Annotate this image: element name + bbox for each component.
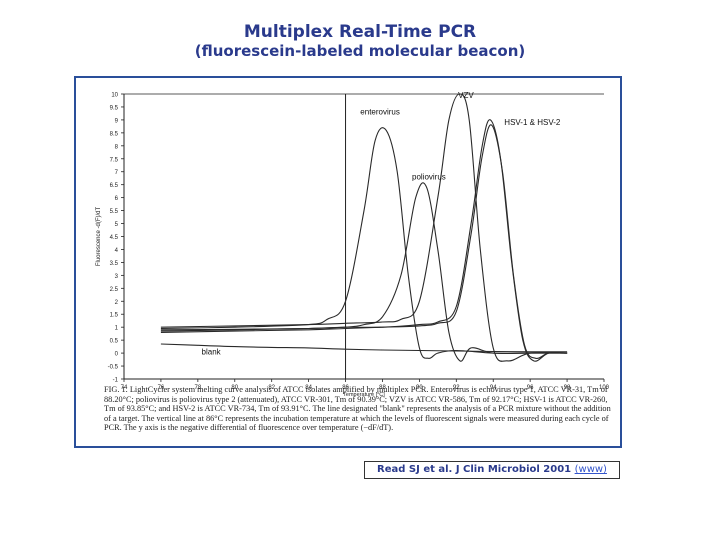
x-tick-label: 98: [564, 385, 571, 391]
y-axis-label: Fluorescence -d(F)/dT: [96, 206, 102, 266]
figure-caption: FIG. 1. LightCycler system melting curve…: [104, 385, 611, 433]
x-tick-label: 82: [268, 385, 275, 391]
y-tick-label: 2.5: [110, 287, 119, 293]
x-tick-label: 100: [599, 385, 610, 391]
y-tick-label: 1.5: [110, 313, 119, 319]
y-tick-label: 0: [115, 352, 119, 358]
citation-link[interactable]: (www): [574, 464, 607, 475]
x-tick-label: 76: [158, 385, 165, 391]
citation-text: Read SJ et al. J Clin Microbiol 2001: [377, 464, 572, 475]
y-tick-label: 4.5: [110, 235, 119, 241]
curve-label: blank: [202, 347, 222, 356]
y-tick-label: 8.5: [110, 131, 119, 137]
series-line-hsv-2: [160, 124, 568, 360]
series-line-vzv: [160, 93, 568, 362]
x-tick-label: 80: [231, 385, 238, 391]
x-tick-label: 92: [453, 385, 460, 391]
series-line-enterovirus: [160, 127, 568, 359]
y-tick-label: 8: [115, 144, 119, 150]
series-line-blank: [160, 343, 568, 353]
y-tick-label: 7.5: [110, 157, 119, 163]
x-tick-label: 88: [379, 385, 386, 391]
y-tick-label: 9: [115, 118, 119, 124]
y-tick-label: 2: [115, 300, 119, 306]
x-axis-label: Temperature [°C]: [343, 392, 385, 398]
curve-label: enterovirus: [360, 108, 400, 117]
y-tick-label: 5.5: [110, 209, 119, 215]
y-tick-label: 3.5: [110, 261, 119, 267]
y-tick-label: 6.5: [110, 183, 119, 189]
y-tick-label: 5: [115, 222, 119, 228]
y-tick-label: 10: [111, 93, 118, 99]
y-tick-label: 0.5: [110, 339, 119, 345]
slide-title: Multiplex Real-Time PCR: [243, 22, 477, 42]
y-tick-label: 9.5: [110, 105, 119, 111]
x-tick-label: 90: [416, 385, 423, 391]
curve-label: HSV-1 & HSV-2: [504, 118, 561, 127]
y-tick-label: 4: [115, 248, 119, 254]
x-tick-label: 84: [305, 385, 312, 391]
citation-box: Read SJ et al. J Clin Microbiol 2001 (ww…: [364, 461, 620, 479]
curve-label: poliovirus: [412, 173, 446, 182]
slide-subtitle: (fluorescein-labeled molecular beacon): [194, 42, 526, 60]
x-tick-label: 78: [195, 385, 202, 391]
y-tick-label: -1: [113, 378, 119, 384]
y-tick-label: 1: [115, 326, 119, 332]
x-tick-label: 86: [342, 385, 349, 391]
y-tick-label: 6: [115, 196, 119, 202]
figure-frame: -1 -0.5 0 0.5 1 1.5 2 2.5 3 3.5 4 4.5 5 5.5 6 6.5 7 7.5 8 8…: [74, 76, 622, 448]
x-tick-label: 74: [121, 385, 128, 391]
curve-label: VZV: [458, 91, 474, 100]
x-tick-label: 96: [527, 385, 534, 391]
x-tick-label: 94: [490, 385, 497, 391]
y-tick-label: 7: [115, 170, 119, 176]
y-tick-label: 3: [115, 274, 119, 280]
y-tick-label: -0.5: [108, 365, 119, 371]
melting-curve-chart: -1-0.500.511.522.533.544.555.566.577.588…: [96, 91, 610, 398]
